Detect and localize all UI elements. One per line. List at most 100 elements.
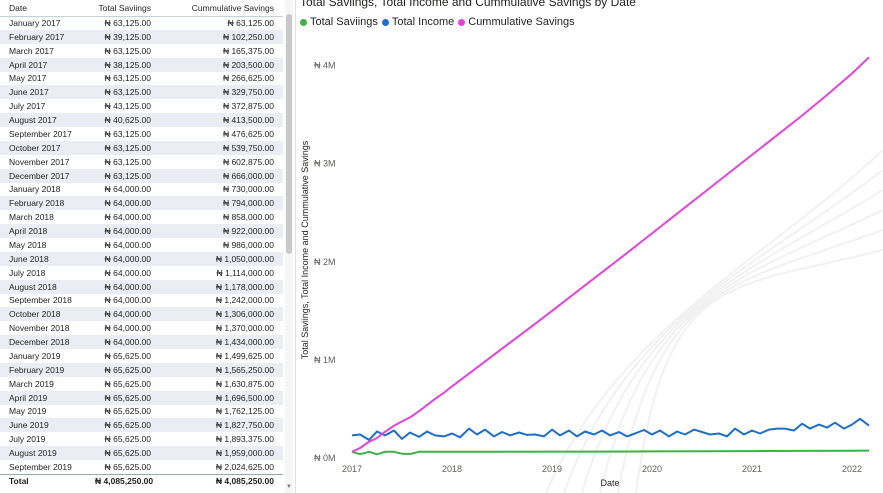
line-chart-visual: ₦ 0M ₦ 1M ₦ 2M ₦ 3M ₦ 4M 2017 2018 2019 2020 202… — [296, 0, 883, 493]
cell-date: September 2018 — [9, 295, 72, 306]
cell-date: February 2019 — [0, 362, 95, 377]
table-row[interactable]: March 2018 ₦ 64,000.00 ₦ 858,000.00 — [0, 210, 283, 224]
cell-total-savings: ₦ 65,625.00 — [95, 418, 160, 433]
chart-legend: Total Saviings Total Income Cummulative Sa… — [300, 16, 575, 28]
cell-date: October 2018 — [0, 307, 95, 322]
cell-date: October 2017 — [0, 140, 95, 155]
column-header-total-savings[interactable]: Total Saviings — [98, 2, 151, 13]
table-row[interactable]: May 2017 ₦ 63,125.00 ₦ 266,625.00 — [0, 72, 283, 86]
table-row[interactable]: September 2017 ₦ 63,125.00 ₦ 476,625.00 — [0, 127, 283, 141]
table-row[interactable]: October 2018 ₦ 64,000.00 ₦ 1,306,000.00 — [0, 307, 283, 322]
x-tick-label: 2018 — [442, 464, 462, 474]
cell-total-savings: ₦ 64,000.00 — [104, 267, 151, 278]
y-tick-label: ₦ 2M — [314, 257, 336, 267]
cell-date: March 2019 — [9, 378, 54, 389]
cell-total-savings: ₦ 40,625.00 — [95, 113, 160, 127]
table-row[interactable]: January 2017 ₦ 63,125.00 ₦ 63,125.00 — [0, 16, 283, 30]
cell-cumulative-savings: ₦ 1,499,625.00 — [215, 350, 274, 361]
table-row[interactable]: June 2018 ₦ 64,000.00 ₦ 1,050,000.00 — [0, 251, 283, 266]
cell-cumulative-savings: ₦ 858,000.00 — [222, 212, 274, 223]
table-row[interactable]: July 2019 ₦ 65,625.00 ₦ 1,893,375.00 — [0, 432, 283, 446]
background-swirl — [581, 189, 883, 493]
y-tick-label: ₦ 1M — [314, 355, 336, 365]
legend-label: Cummulative Savings — [468, 16, 575, 28]
cell-total-savings: ₦ 64,000.00 — [95, 224, 160, 238]
cell-total-savings: ₦ 63,125.00 — [95, 140, 160, 155]
table-row[interactable]: January 2019 ₦ 65,625.00 ₦ 1,499,625.00 — [0, 349, 283, 363]
table-row[interactable]: March 2019 ₦ 65,625.00 ₦ 1,630,875.00 — [0, 377, 283, 391]
table-row[interactable]: February 2018 ₦ 64,000.00 ₦ 794,000.00 — [0, 196, 283, 211]
cell-date: January 2018 — [9, 184, 61, 195]
table-row[interactable]: December 2017 ₦ 63,125.00 ₦ 666,000.00 — [0, 168, 283, 183]
legend-label: Total Saviings — [310, 16, 378, 28]
column-header-cumulative-savings[interactable]: Cummulative Savings — [191, 2, 274, 13]
cell-cumulative-savings: ₦ 372,875.00 — [222, 101, 274, 112]
table-row[interactable]: March 2017 ₦ 63,125.00 ₦ 165,375.00 — [0, 44, 283, 58]
cell-cumulative-savings: ₦ 165,375.00 — [222, 45, 274, 56]
total-savings-line[interactable] — [351, 449, 870, 456]
table-row[interactable]: September 2019 ₦ 65,625.00 ₦ 2,024,625.00 — [0, 460, 283, 474]
table-row[interactable]: June 2019 ₦ 65,625.00 ₦ 1,827,750.00 — [0, 418, 283, 433]
table-row[interactable]: November 2017 ₦ 63,125.00 ₦ 602,875.00 — [0, 155, 283, 169]
table-row[interactable]: July 2017 ₦ 43,125.00 ₦ 372,875.00 — [0, 99, 283, 113]
table-row[interactable]: February 2017 ₦ 39,125.00 ₦ 102,250.00 — [0, 29, 283, 44]
cell-total-savings: ₦ 64,000.00 — [104, 323, 151, 334]
cell-total-savings: ₦ 63,125.00 — [104, 128, 151, 139]
cell-date: July 2018 — [9, 267, 46, 278]
background-swirl — [563, 169, 883, 493]
savings-table: Date Total Saviings Cummulative Savings … — [0, 0, 283, 488]
legend-dot-icon — [300, 18, 307, 26]
table-row[interactable]: April 2017 ₦ 38,125.00 ₦ 203,500.00 — [0, 57, 283, 72]
background-swirl — [617, 229, 883, 493]
table-row[interactable]: April 2019 ₦ 65,625.00 ₦ 1,696,500.00 — [0, 390, 283, 405]
cell-date: January 2017 — [9, 18, 61, 29]
cell-date: September 2019 — [9, 461, 72, 472]
cell-total-savings: ₦ 63,125.00 — [95, 85, 160, 100]
table-row[interactable]: May 2019 ₦ 65,625.00 ₦ 1,762,125.00 — [0, 405, 283, 419]
cell-date: July 2017 — [9, 101, 46, 112]
cell-cumulative-savings: ₦ 1,178,000.00 — [160, 279, 283, 294]
y-axis-title: Total Saviings, Total Income and Cummula… — [300, 140, 310, 359]
legend-label: Total Income — [391, 16, 455, 28]
table-row[interactable]: August 2017 ₦ 40,625.00 ₦ 413,500.00 — [0, 113, 283, 127]
table-row[interactable]: May 2018 ₦ 64,000.00 ₦ 986,000.00 — [0, 238, 283, 252]
legend-item[interactable]: Cummulative Savings — [458, 16, 575, 28]
table-row[interactable]: October 2017 ₦ 63,125.00 ₦ 539,750.00 — [0, 140, 283, 155]
table-row[interactable]: July 2018 ₦ 64,000.00 ₦ 1,114,000.00 — [0, 266, 283, 280]
cell-total-savings: ₦ 64,000.00 — [104, 184, 151, 195]
cell-total-savings: ₦ 64,000.00 — [95, 251, 160, 266]
cell-date: November 2018 — [9, 323, 70, 334]
background-swirl — [635, 249, 883, 493]
table-row[interactable]: February 2019 ₦ 65,625.00 ₦ 1,565,250.00 — [0, 362, 283, 377]
table-row[interactable]: August 2018 ₦ 64,000.00 ₦ 1,178,000.00 — [0, 279, 283, 294]
legend-item[interactable]: Total Saviings — [300, 16, 378, 28]
cell-total-savings: ₦ 63,125.00 — [104, 73, 151, 84]
cell-total-savings: ₦ 64,000.00 — [95, 335, 160, 349]
table-row[interactable]: August 2019 ₦ 65,625.00 ₦ 1,959,000.00 — [0, 446, 283, 460]
column-header-date[interactable]: Date — [9, 2, 27, 13]
scrollbar-thumb[interactable] — [286, 14, 292, 254]
cell-cumulative-savings: ₦ 1,565,250.00 — [160, 362, 283, 377]
cell-date: August 2017 — [0, 113, 95, 127]
cell-total-savings: ₦ 64,000.00 — [95, 279, 160, 294]
cell-cumulative-savings: ₦ 539,750.00 — [160, 140, 283, 155]
table-scrollbar[interactable]: ▼ — [285, 0, 293, 493]
cell-cumulative-savings: ₦ 986,000.00 — [222, 239, 274, 250]
table-row[interactable]: September 2018 ₦ 64,000.00 ₦ 1,242,000.00 — [0, 294, 283, 308]
cell-date: April 2018 — [0, 224, 95, 238]
table-row[interactable]: November 2018 ₦ 64,000.00 ₦ 1,370,000.00 — [0, 321, 283, 335]
table-row[interactable]: April 2018 ₦ 64,000.00 ₦ 922,000.00 — [0, 224, 283, 238]
cumulative-savings-line[interactable] — [351, 56, 870, 453]
table-row[interactable]: January 2018 ₦ 64,000.00 ₦ 730,000.00 — [0, 183, 283, 197]
table-row[interactable]: June 2017 ₦ 63,125.00 ₦ 329,750.00 — [0, 85, 283, 100]
legend-item[interactable]: Total Income — [381, 16, 455, 28]
cell-total-savings: ₦ 65,625.00 — [95, 362, 160, 377]
y-tick-label: ₦ 0M — [314, 453, 336, 463]
cell-total-savings: ₦ 65,625.00 — [104, 350, 151, 361]
cell-total-savings: ₦ 64,000.00 — [104, 212, 151, 223]
scroll-down-arrow-icon[interactable]: ▼ — [286, 484, 292, 490]
total-income-line[interactable] — [351, 417, 870, 441]
table-row[interactable]: December 2018 ₦ 64,000.00 ₦ 1,434,000.00 — [0, 335, 283, 349]
cell-cumulative-savings: ₦ 1,827,750.00 — [160, 418, 283, 433]
cell-date: August 2018 — [0, 279, 95, 294]
